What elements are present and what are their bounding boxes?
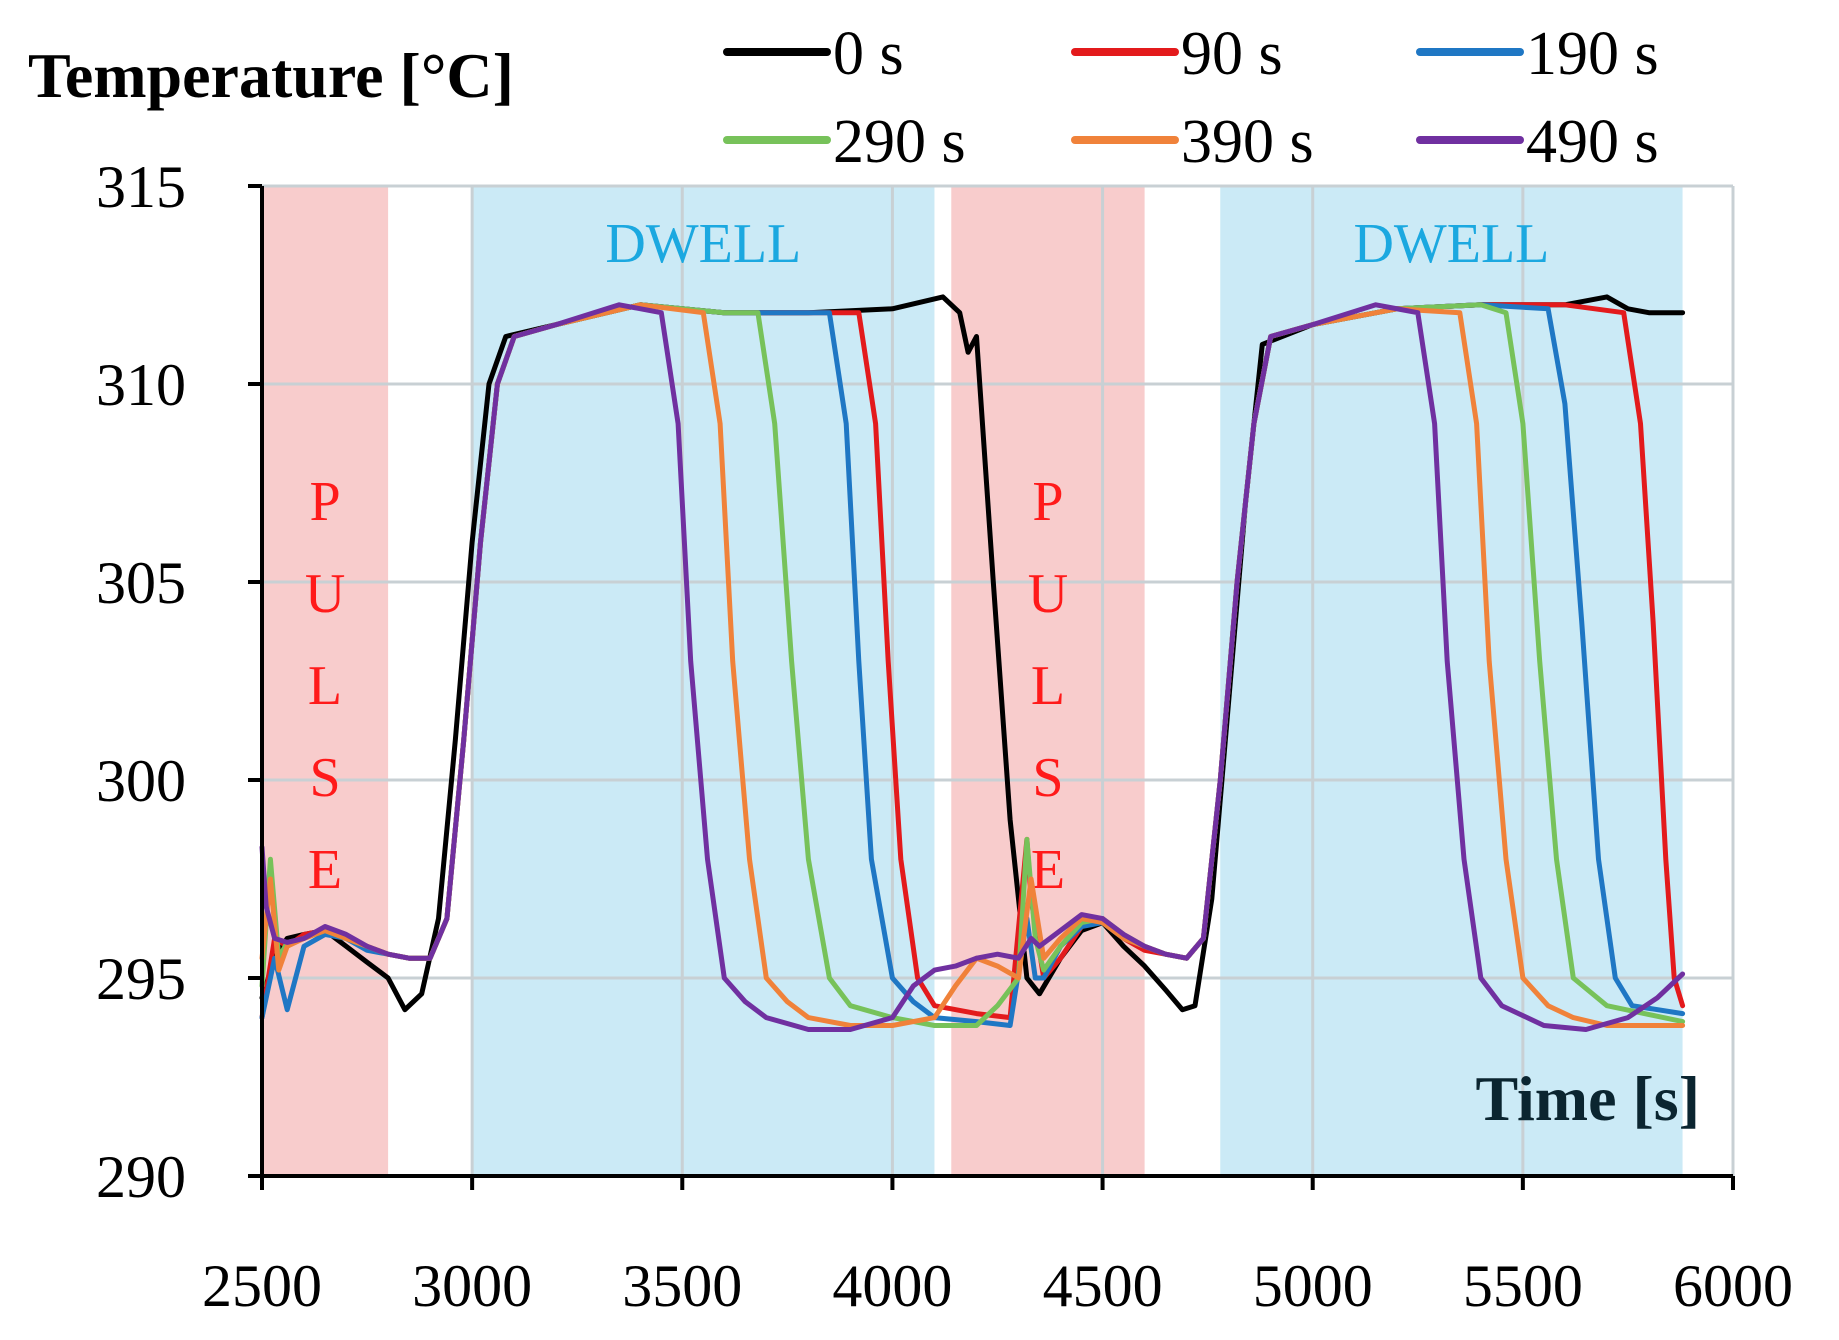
region-pulse-3 [951, 186, 1145, 1176]
legend-item-390s: 390 s [1071, 108, 1314, 176]
x-tick-label: 2500 [202, 1253, 322, 1319]
series-layer [259, 294, 1686, 1032]
legend-label: 0 s [833, 20, 904, 88]
y-tick-label: 310 [96, 352, 186, 418]
region-label-letter: P [309, 471, 340, 533]
region-label-letter: S [309, 747, 340, 809]
ticks-layer: 2500 3000 3500 4000 4500 5000 5500 6000 290 295 30… [96, 154, 1793, 1319]
regions-layer [262, 186, 1683, 1176]
region-label-letter: U [305, 563, 345, 625]
legend: 0 s 90 s 190 s 290 s 390 s 490 s [723, 20, 1659, 176]
y-tick-label: 290 [96, 1144, 186, 1210]
region-label-letter: U [1028, 563, 1068, 625]
x-tick-label: 5000 [1253, 1253, 1373, 1319]
series-line-490s [259, 302, 1686, 1032]
grid-layer [262, 184, 1735, 1176]
x-tick-label: 5500 [1463, 1253, 1583, 1319]
region-pulse-1 [262, 186, 389, 1176]
region-dwell-2 [472, 186, 935, 1176]
legend-item-290s: 290 s [723, 108, 966, 176]
legend-item-190s: 190 s [1416, 20, 1659, 88]
region-label-letter: P [1032, 471, 1063, 533]
region-label-letter: L [1031, 655, 1065, 717]
legend-item-0s: 0 s [723, 20, 904, 88]
region-label-letter: L [308, 655, 342, 717]
y-tick-label: 315 [96, 154, 186, 220]
y-tick-label: 295 [96, 946, 186, 1012]
y-tick-label: 300 [96, 748, 186, 814]
legend-item-490s: 490 s [1416, 108, 1659, 176]
x-tick-label: 6000 [1673, 1253, 1793, 1319]
y-tick-label: 305 [96, 550, 186, 616]
legend-label: 490 s [1526, 108, 1659, 176]
legend-label: 190 s [1526, 20, 1659, 88]
region-dwell-4 [1220, 186, 1683, 1176]
x-tick-label: 3500 [622, 1253, 742, 1319]
legend-label: 90 s [1181, 20, 1283, 88]
legend-item-90s: 90 s [1071, 20, 1283, 88]
region-label-letter: S [1032, 747, 1063, 809]
region-label-dwell-4: DWELL [1353, 213, 1549, 275]
region-label-dwell-2: DWELL [605, 213, 801, 275]
x-axis-title: Time [s] [1475, 1063, 1700, 1134]
x-tick-label: 3000 [412, 1253, 532, 1319]
region-label-letter: E [1031, 839, 1065, 901]
y-axis-title: Temperature [°C] [28, 40, 514, 111]
region-label-letter: E [308, 839, 342, 901]
legend-label: 290 s [833, 108, 966, 176]
legend-label: 390 s [1181, 108, 1314, 176]
x-tick-label: 4000 [832, 1253, 952, 1319]
x-tick-label: 4500 [1043, 1253, 1163, 1319]
axes-layer [260, 186, 1733, 1178]
